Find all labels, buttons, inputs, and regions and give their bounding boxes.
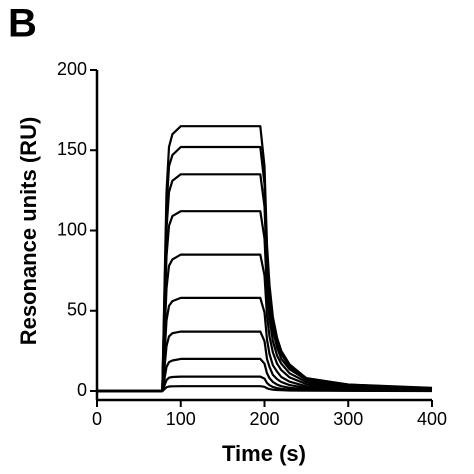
sensorgram-line bbox=[97, 145, 433, 393]
sensorgram-line bbox=[97, 173, 433, 393]
x-tick-label: 200 bbox=[249, 409, 279, 429]
y-axis-label: Resonance units (RU) bbox=[16, 117, 41, 346]
y-tick-label: 200 bbox=[57, 59, 87, 79]
y-tick-label: 100 bbox=[57, 219, 87, 239]
sensorgram-line bbox=[97, 210, 433, 393]
sensorgram-line bbox=[97, 357, 433, 393]
panel-label: B bbox=[8, 2, 37, 46]
x-tick-label: 0 bbox=[92, 409, 102, 429]
x-tick-label: 300 bbox=[333, 409, 363, 429]
y-tick-label: 150 bbox=[57, 139, 87, 159]
sensorgram-line bbox=[97, 296, 433, 393]
sensorgram-line bbox=[97, 253, 433, 393]
sensorgram-line bbox=[97, 330, 433, 393]
y-tick-label: 0 bbox=[77, 380, 87, 400]
x-tick-label: 400 bbox=[417, 409, 447, 429]
sensorgram-line bbox=[97, 385, 433, 393]
x-axis-label: Time (s) bbox=[222, 441, 306, 466]
x-tick-label: 100 bbox=[166, 409, 196, 429]
y-tick-label: 50 bbox=[67, 300, 87, 320]
